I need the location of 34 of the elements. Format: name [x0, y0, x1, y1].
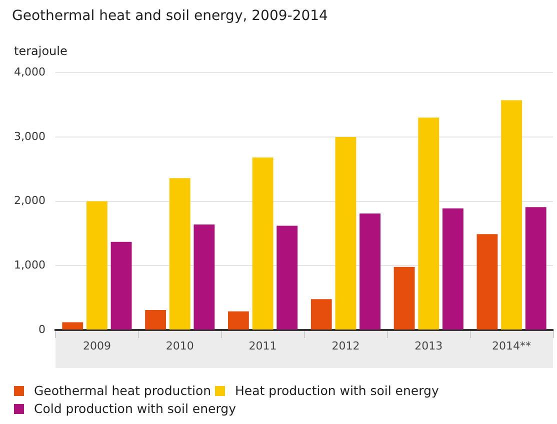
y-tick-label: 1,000 — [14, 258, 46, 272]
chart-title: Geothermal heat and soil energy, 2009-2014 — [12, 8, 328, 24]
bar — [145, 310, 166, 330]
bar — [228, 311, 249, 330]
bar — [194, 224, 215, 330]
bar — [476, 234, 498, 330]
legend-label: Heat production with soil energy — [235, 383, 439, 398]
legend-label: Cold production with soil energy — [34, 401, 236, 416]
bar — [169, 178, 190, 330]
bar — [62, 322, 84, 330]
x-tick-label: 2011 — [248, 339, 277, 352]
x-tick-label: 2012 — [332, 339, 360, 352]
legend-label: Geothermal heat production — [34, 383, 212, 398]
x-tick-label: 2014** — [492, 339, 532, 352]
y-axis-title: terajoule — [14, 44, 68, 58]
bar — [418, 118, 440, 330]
y-tick-label: 2,000 — [14, 194, 46, 208]
y-tick-label: 4,000 — [14, 65, 46, 78]
bar — [501, 100, 522, 330]
bar — [442, 208, 464, 330]
bar — [252, 158, 274, 330]
bar — [110, 242, 132, 330]
bar — [525, 207, 546, 330]
y-tick-label: 3,000 — [14, 130, 46, 143]
bar — [86, 201, 108, 330]
y-tick-label: 0 — [38, 322, 46, 336]
x-tick-label: 2010 — [166, 339, 194, 352]
bar — [310, 299, 332, 330]
bar — [394, 266, 415, 330]
bar — [335, 136, 356, 330]
x-tick-label: 2009 — [82, 339, 111, 352]
bar — [360, 214, 380, 330]
x-tick-label: 2013 — [414, 339, 443, 352]
bar — [276, 226, 298, 330]
